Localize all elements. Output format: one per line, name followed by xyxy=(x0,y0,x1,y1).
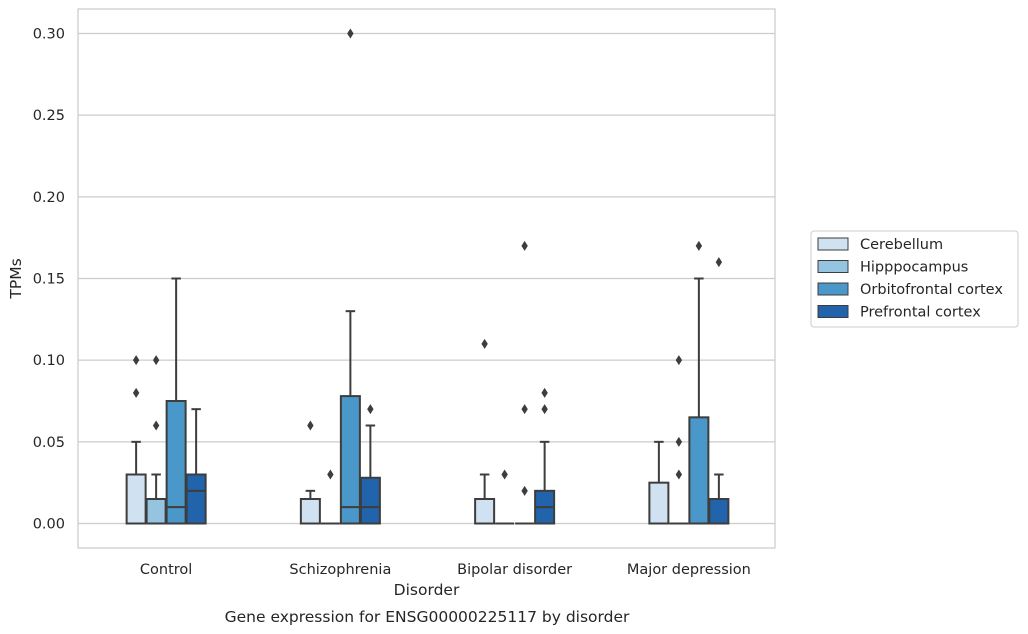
legend-item: Hipppocampus xyxy=(817,260,968,276)
box-hipppocampus xyxy=(669,355,689,525)
gridlines xyxy=(78,32,775,525)
y-tick-label: 0.30 xyxy=(33,27,65,43)
legend-swatch xyxy=(817,305,849,318)
x-tick-label: Bipolar disorder xyxy=(457,562,572,578)
chart-caption: Gene expression for ENSG00000225117 by d… xyxy=(225,608,630,626)
plot-frame xyxy=(77,8,776,549)
box-body xyxy=(708,498,730,525)
box-body xyxy=(688,416,710,525)
outlier-point xyxy=(132,355,140,366)
x-tick-label: Control xyxy=(140,562,192,578)
box-prefrontal-cortex xyxy=(708,257,730,525)
legend-label: Hipppocampus xyxy=(860,260,968,276)
outlier-point xyxy=(327,469,334,480)
x-tick-labels: Control Schizophrenia Bipolar disorder Majo… xyxy=(140,562,751,578)
outlier-point xyxy=(132,387,140,398)
box-cerebellum xyxy=(125,355,147,525)
box-orbitofrontal-cortex xyxy=(165,277,187,525)
legend-items: Cerebellum Hipppocampus Orbitofrontal cort… xyxy=(817,237,1003,321)
x-tick-label: Major depression xyxy=(627,562,751,578)
box-hipppocampus xyxy=(320,469,340,525)
outlier-point xyxy=(675,355,683,366)
box-prefrontal-cortex xyxy=(359,404,381,525)
legend: Cerebellum Hipppocampus Orbitofrontal cort… xyxy=(810,230,1019,328)
y-tick-label: 0.05 xyxy=(33,435,65,451)
outlier-point xyxy=(367,404,374,415)
outlier-point xyxy=(541,404,548,415)
y-tick-label: 0.25 xyxy=(33,108,65,124)
outlier-point xyxy=(307,420,314,431)
legend-item: Prefrontal cortex xyxy=(817,305,981,321)
box-body xyxy=(299,498,321,525)
box-body xyxy=(339,395,361,525)
y-tick-label: 0.15 xyxy=(33,272,65,288)
box-prefrontal-cortex xyxy=(185,408,207,525)
box-body xyxy=(359,476,381,525)
legend-frame xyxy=(810,230,1019,328)
box-body xyxy=(125,473,147,525)
legend-label: Orbitofrontal cortex xyxy=(860,282,1003,298)
outlier-point xyxy=(675,469,683,480)
box-cerebellum xyxy=(299,420,321,525)
outlier-point xyxy=(501,469,508,480)
legend-item: Orbitofrontal cortex xyxy=(817,282,1003,298)
outlier-point xyxy=(481,338,488,349)
legend-label: Cerebellum xyxy=(860,237,943,253)
y-tick-labels: 0.00 0.05 0.10 0.15 0.20 0.25 0.30 xyxy=(33,27,65,533)
outlier-point xyxy=(521,485,528,496)
y-tick-label: 0.20 xyxy=(33,190,65,206)
outlier-point xyxy=(152,420,160,431)
x-tick-label: Schizophrenia xyxy=(289,562,391,578)
box-cerebellum xyxy=(648,440,670,525)
box-orbitofrontal-cortex xyxy=(515,240,535,525)
box-prefrontal-cortex xyxy=(534,387,556,525)
outlier-point xyxy=(541,387,548,398)
y-tick-label: 0.00 xyxy=(33,517,65,533)
legend-swatch xyxy=(817,260,849,273)
y-axis-title: TPMs xyxy=(7,258,25,299)
outlier-point xyxy=(521,240,528,251)
box-orbitofrontal-cortex xyxy=(688,240,710,525)
box-cerebellum xyxy=(474,338,496,525)
boxes xyxy=(125,28,730,525)
legend-swatch xyxy=(817,237,849,251)
box-hipppocampus xyxy=(495,469,515,525)
y-tick-label: 0.10 xyxy=(33,353,65,369)
box-body xyxy=(648,481,670,525)
outlier-point xyxy=(675,436,683,447)
outlier-point xyxy=(152,355,160,366)
x-axis-title: Disorder xyxy=(394,581,460,599)
legend-swatch xyxy=(817,282,849,296)
box-orbitofrontal-cortex xyxy=(339,28,361,525)
box-body xyxy=(165,400,187,525)
outlier-point xyxy=(521,404,528,415)
outlier-point xyxy=(715,257,723,268)
box-body xyxy=(145,498,167,525)
box-hipppocampus xyxy=(145,355,167,525)
legend-item: Cerebellum xyxy=(817,237,943,253)
box-body xyxy=(474,498,496,525)
outlier-point xyxy=(695,240,703,251)
box-body xyxy=(185,473,207,525)
outlier-point xyxy=(347,28,354,39)
legend-label: Prefrontal cortex xyxy=(860,305,981,321)
